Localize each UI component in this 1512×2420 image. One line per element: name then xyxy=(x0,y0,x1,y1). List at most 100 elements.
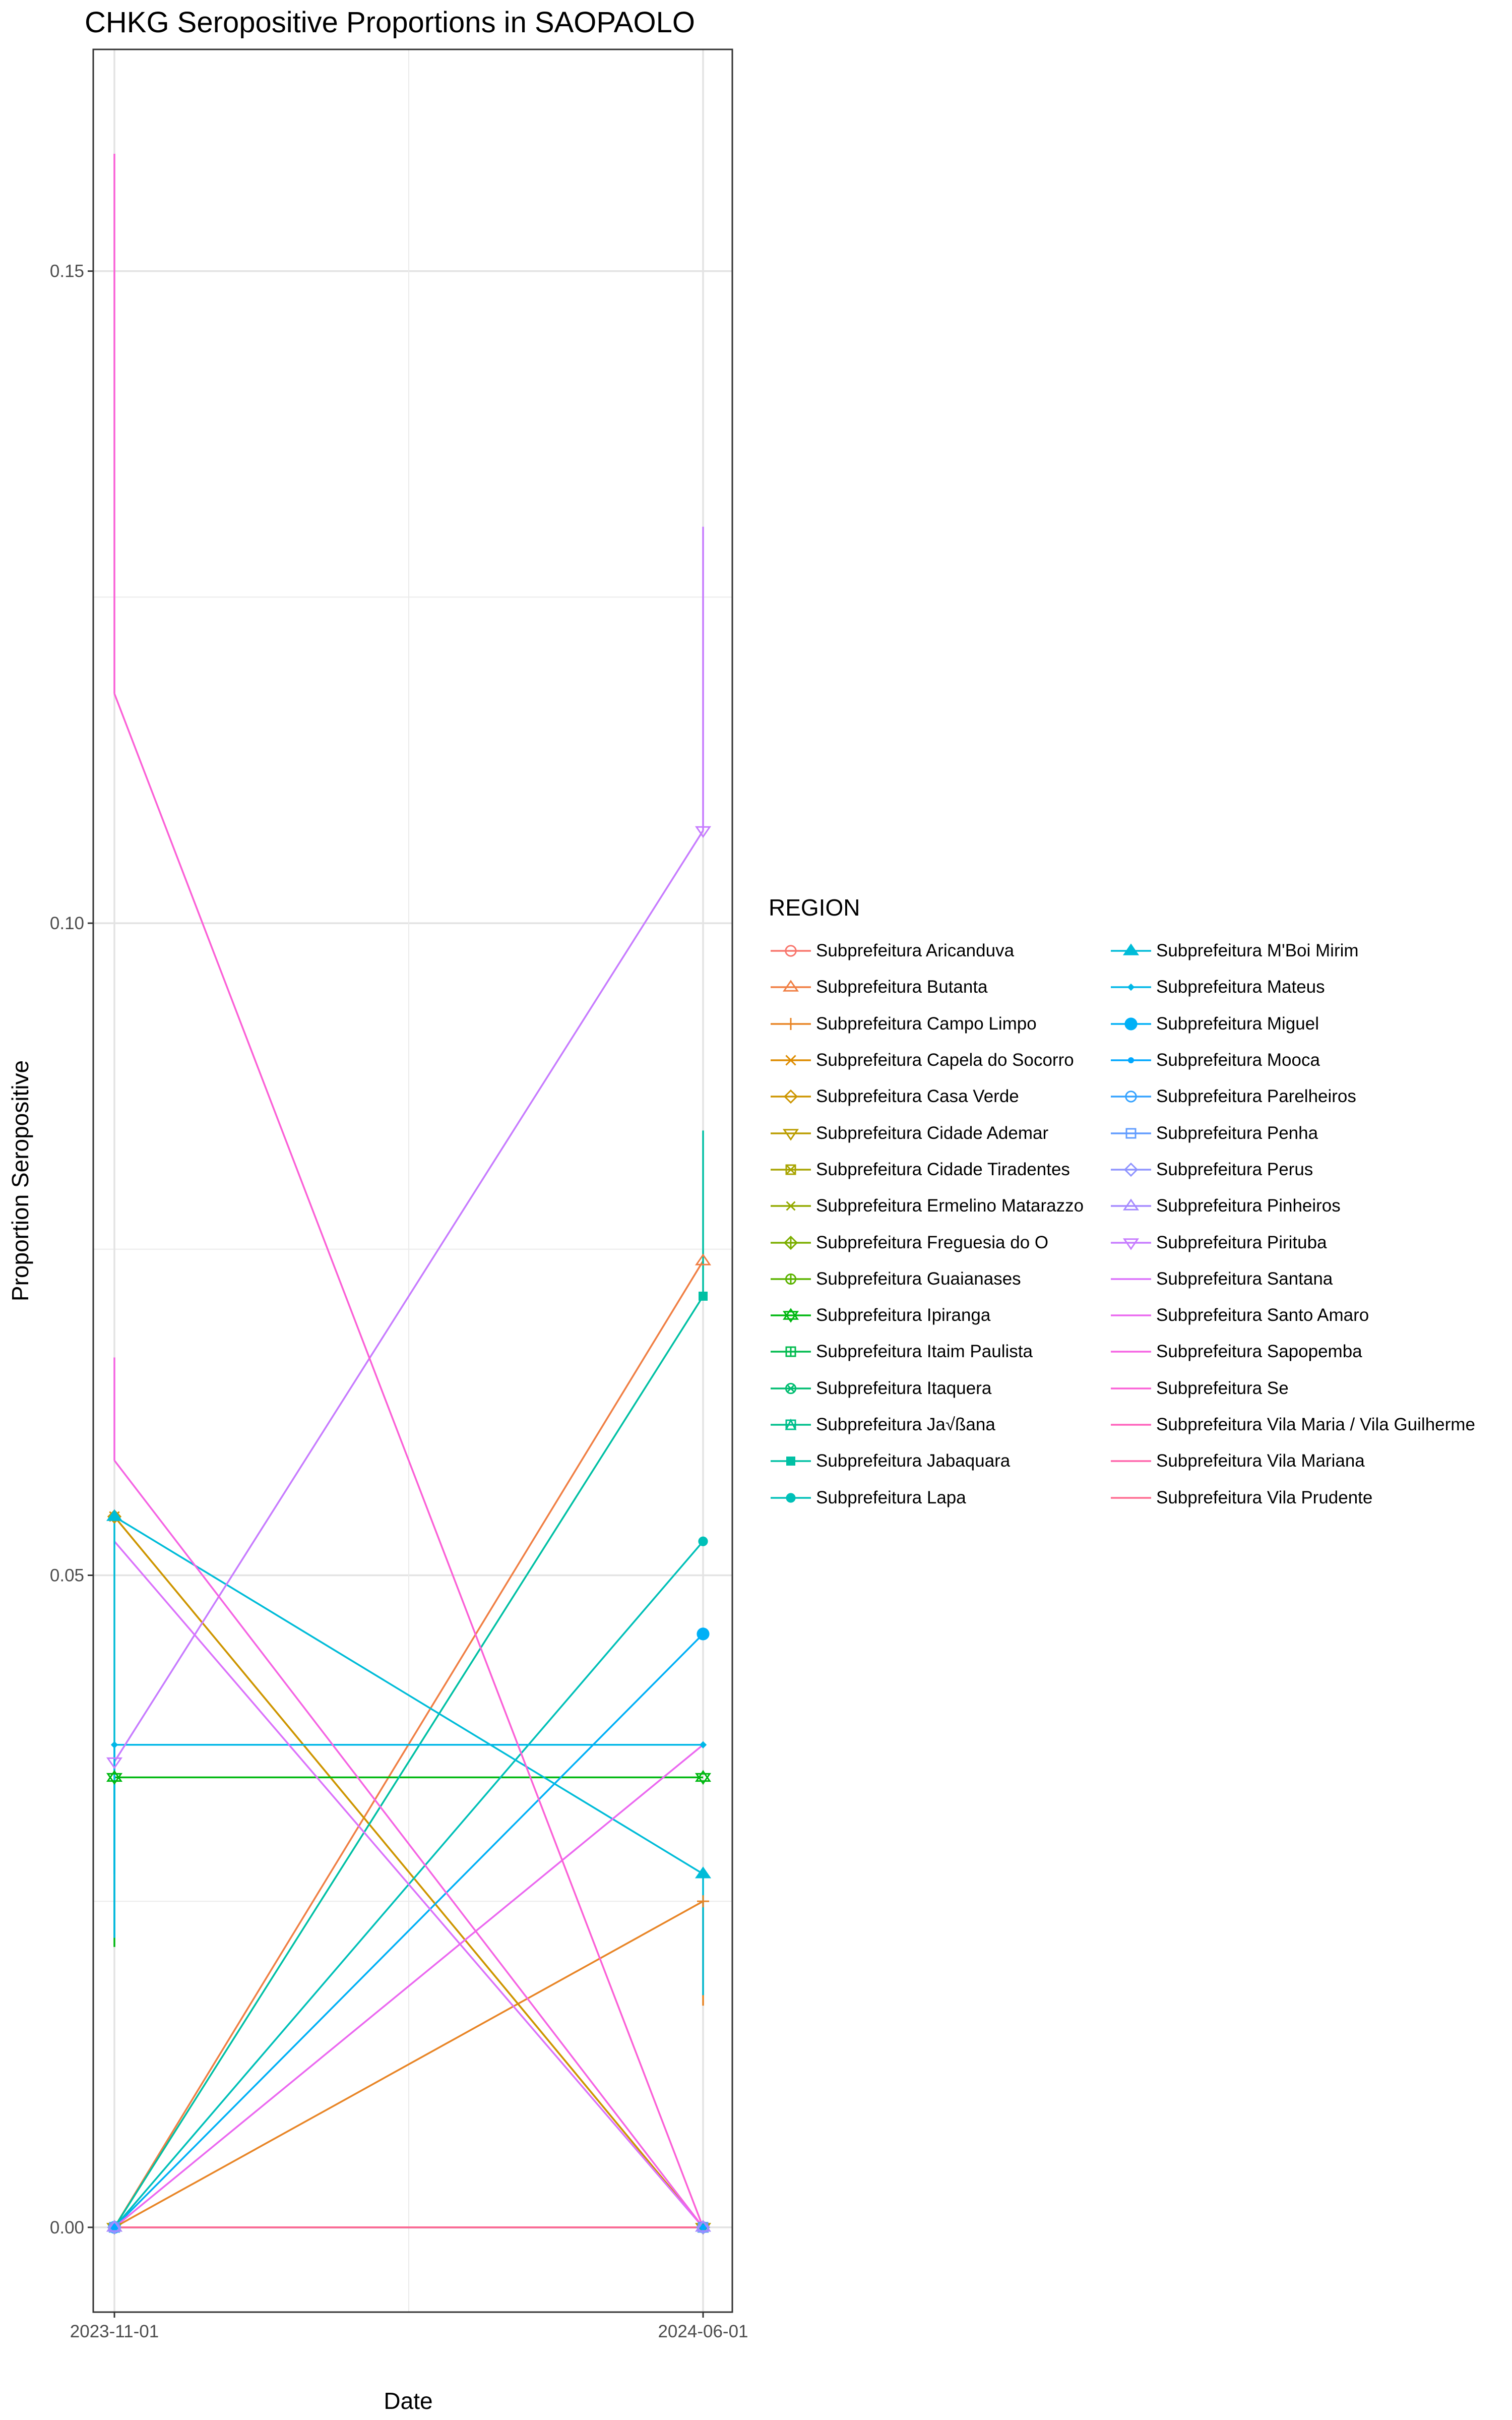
legend-label: Subprefeitura Penha xyxy=(1156,1123,1318,1143)
legend-key xyxy=(1111,1314,1151,1316)
data-point xyxy=(695,1773,712,1785)
legend-label: Subprefeitura Cidade Tiradentes xyxy=(816,1159,1070,1179)
legend-key xyxy=(1111,1387,1151,1389)
series-line xyxy=(113,830,704,1763)
series-line xyxy=(113,1460,704,2228)
legend-key xyxy=(1111,1198,1151,1211)
legend-label: Subprefeitura Mooca xyxy=(1156,1050,1320,1070)
error-bars xyxy=(113,153,704,2006)
legend-key-marker xyxy=(1123,1162,1139,1177)
legend: REGION Subprefeitura Aricanduva Subprefei… xyxy=(769,892,1475,1516)
legend-key-marker xyxy=(787,1384,795,1393)
legend-item: Subprefeitura Mooca xyxy=(1109,1042,1449,1078)
data-point xyxy=(695,2220,712,2232)
data-point xyxy=(697,1627,710,1641)
data-point xyxy=(106,1770,123,1782)
legend-key xyxy=(1111,1238,1151,1250)
legend-label: Subprefeitura Vila Prudente xyxy=(1156,1487,1373,1507)
legend-key-marker xyxy=(782,1308,799,1320)
legend-item: Subprefeitura Vila Mariana xyxy=(1109,1443,1449,1479)
legend-key xyxy=(771,1017,811,1030)
legend-item: Subprefeitura Casa Verde xyxy=(769,1078,1109,1115)
legend-item: Subprefeitura M'Boi Mirim xyxy=(1109,933,1449,969)
legend-key-marker xyxy=(1122,1198,1140,1211)
data-point xyxy=(698,1536,708,1546)
legend-key-marker xyxy=(1127,984,1135,991)
data-point xyxy=(695,1253,712,1265)
legend-key xyxy=(1111,1351,1151,1353)
legend-label: Subprefeitura Ermelino Matarazzo xyxy=(816,1196,1084,1216)
legend-item: Subprefeitura Vila Maria / Vila Guilherm… xyxy=(1109,1407,1475,1443)
data-point xyxy=(111,2224,117,2230)
legend-item: Subprefeitura Parelheiros xyxy=(1109,1078,1449,1115)
legend-item: Subprefeitura Pirituba xyxy=(1109,1224,1449,1260)
legend-key xyxy=(771,1235,811,1250)
legend-item: Subprefeitura Guaianases xyxy=(769,1261,1109,1297)
legend-label: Subprefeitura Capela do Socorro xyxy=(816,1050,1074,1070)
legend-label: Subprefeitura Se xyxy=(1156,1378,1289,1398)
series-line xyxy=(114,1516,704,1875)
series-line xyxy=(113,1295,704,2228)
legend-item: Subprefeitura Penha xyxy=(1109,1115,1449,1151)
legend-label: Subprefeitura Parelheiros xyxy=(1156,1086,1356,1107)
legend-key xyxy=(771,1273,811,1285)
legend-item: Subprefeitura Cidade Ademar xyxy=(769,1115,1109,1151)
legend-item: Subprefeitura Vila Prudente xyxy=(1109,1479,1449,1516)
legend-key-marker xyxy=(785,945,797,957)
legend-key xyxy=(1111,984,1151,991)
data-point xyxy=(107,2220,122,2234)
legend-label: Subprefeitura M'Boi Mirim xyxy=(1156,941,1359,961)
legend-label: Subprefeitura Vila Maria / Vila Guilherm… xyxy=(1156,1415,1475,1434)
data-point xyxy=(106,2220,123,2232)
data-point xyxy=(695,826,712,838)
legend-label: Subprefeitura Lapa xyxy=(816,1487,966,1507)
legend-label: Subprefeitura Ipiranga xyxy=(816,1305,991,1325)
legend-label: Subprefeitura Itaim Paulista xyxy=(816,1342,1033,1362)
legend-item: Subprefeitura Lapa xyxy=(769,1479,1109,1516)
legend-item: Subprefeitura Capela do Socorro xyxy=(769,1042,1109,1078)
legend-key-marker xyxy=(1122,943,1140,955)
data-point xyxy=(106,1757,123,1770)
series-line xyxy=(114,1900,704,2228)
legend-key-marker xyxy=(1125,1128,1137,1139)
x-tick-label: 2023-11-01 xyxy=(70,2322,159,2341)
series-line xyxy=(113,1744,704,2228)
series-line xyxy=(113,1516,704,2228)
axes: 0.00 0.05 0.10 0.15 2023-11-01 2024-06-01 xyxy=(50,262,748,2341)
data-point xyxy=(106,1509,123,1521)
legend-key xyxy=(771,1382,811,1394)
legend-key xyxy=(771,1457,811,1466)
legend-column: Subprefeitura Aricanduva Subprefeitura Bu… xyxy=(769,933,1109,1516)
legend-key xyxy=(1111,1496,1151,1499)
x-axis-title: Date xyxy=(384,2388,432,2414)
y-tick-label: 0.10 xyxy=(50,914,84,933)
legend-key xyxy=(771,1308,811,1323)
data-point xyxy=(695,1770,712,1782)
legend-key xyxy=(771,1090,811,1104)
y-axis-title: Proportion Seropositive xyxy=(7,1060,33,1301)
series-layer xyxy=(113,693,704,2228)
legend-item: Subprefeitura Ja√ßana xyxy=(769,1407,1109,1443)
legend-item: Subprefeitura Itaquera xyxy=(769,1370,1109,1407)
legend-key xyxy=(1111,1162,1151,1177)
legend-key-marker xyxy=(782,980,799,992)
legend-item: Subprefeitura Itaim Paulista xyxy=(769,1334,1109,1370)
legend-key xyxy=(1111,1017,1151,1031)
legend-label: Subprefeitura Vila Mariana xyxy=(1156,1451,1365,1471)
legend-item: Subprefeitura Butanta xyxy=(769,969,1109,1005)
legend-key xyxy=(771,1346,811,1357)
legend-key-marker xyxy=(1125,1091,1137,1103)
legend-title: REGION xyxy=(769,894,860,921)
legend-key xyxy=(771,980,811,992)
legend-label: Subprefeitura Cidade Ademar xyxy=(816,1123,1049,1143)
legend-item: Subprefeitura Cidade Tiradentes xyxy=(769,1152,1109,1188)
data-point xyxy=(696,2220,711,2234)
legend-key-marker xyxy=(786,1201,796,1211)
legend-key xyxy=(771,1055,811,1066)
series-line xyxy=(113,1541,704,2228)
legend-key xyxy=(1111,1091,1151,1103)
legend-item: Subprefeitura Se xyxy=(1109,1370,1449,1407)
legend-key xyxy=(1111,1278,1151,1280)
data-point xyxy=(699,1741,707,1748)
